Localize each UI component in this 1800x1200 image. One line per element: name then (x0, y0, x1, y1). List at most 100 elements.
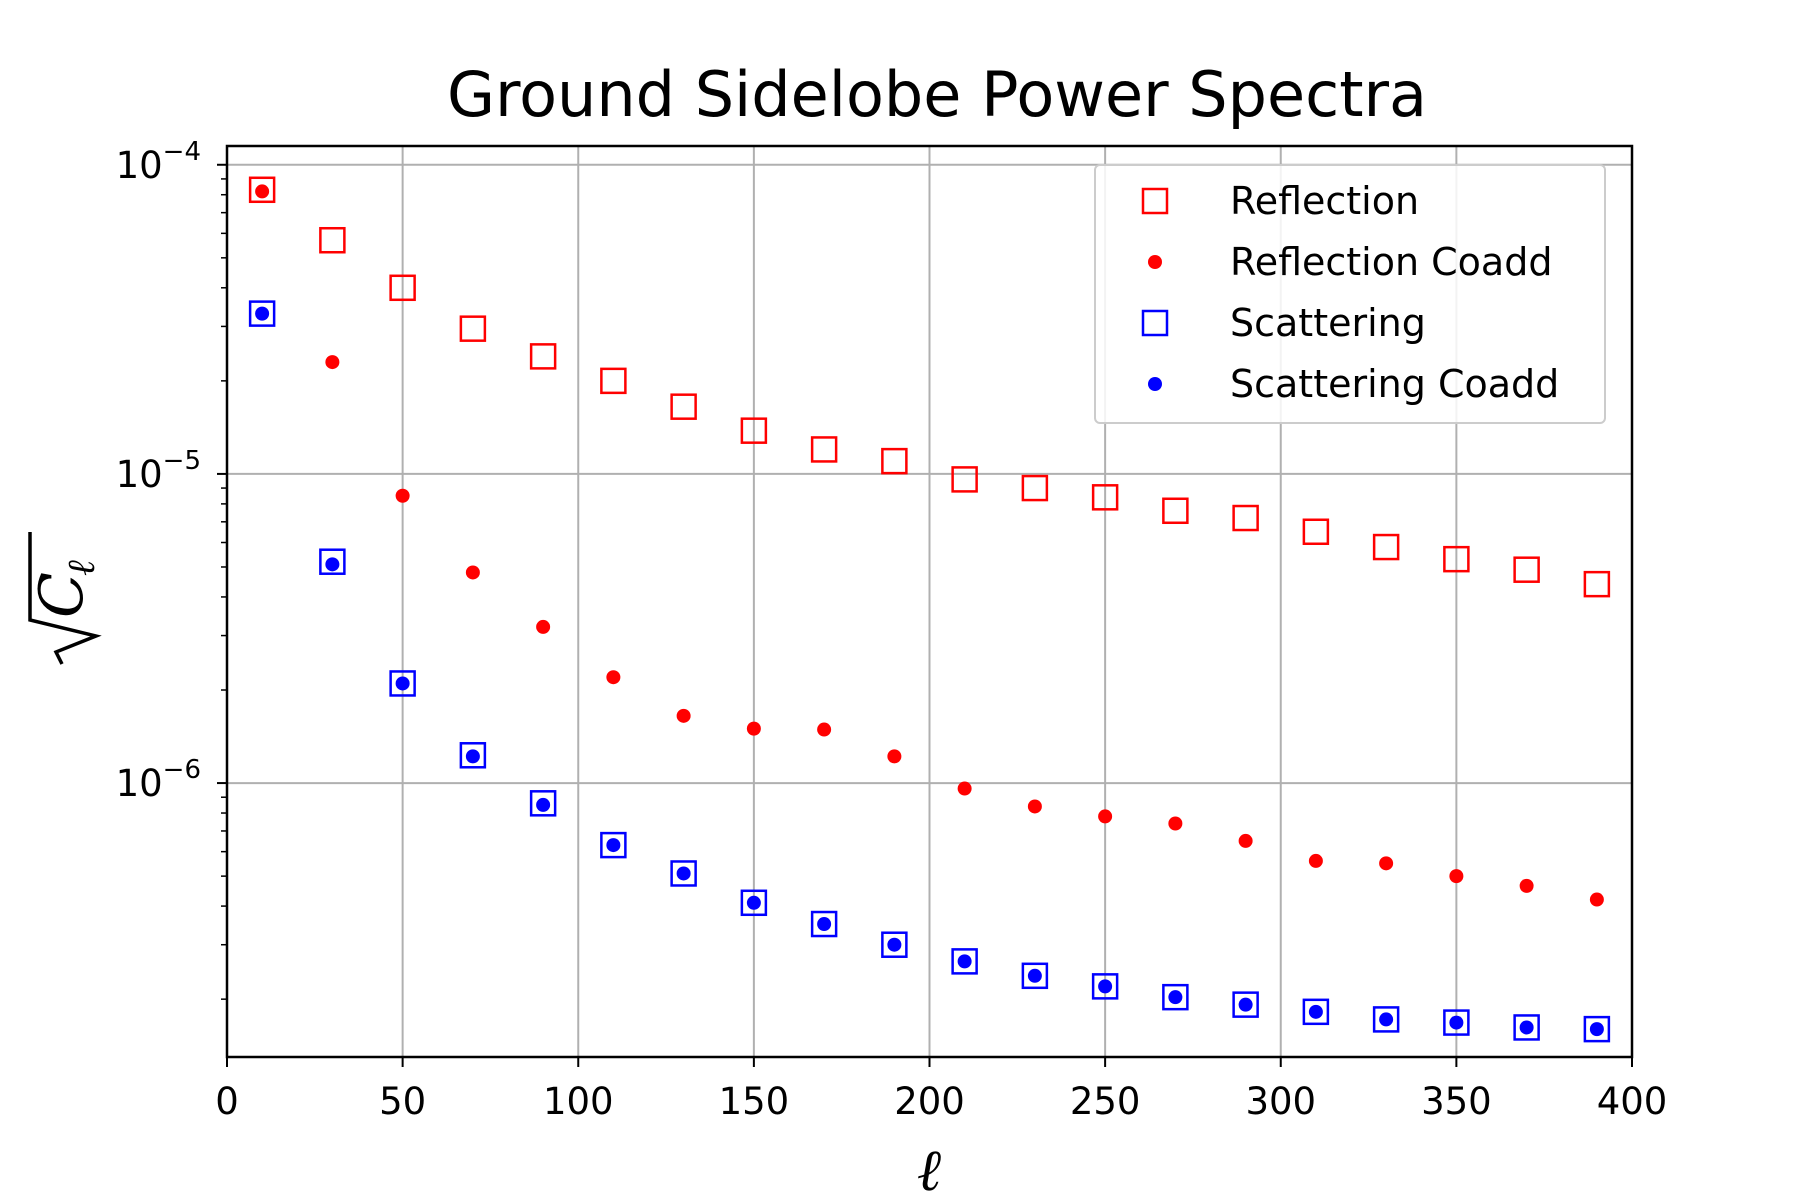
scattering-point (389, 670, 416, 697)
x-tick-label: 200 (894, 1080, 965, 1123)
legend-marker-scattering (1141, 309, 1169, 337)
reflection-point (389, 274, 416, 302)
reflection-coadd-point (255, 184, 270, 199)
x-tick-label: 350 (1421, 1080, 1492, 1123)
reflection-point (1443, 545, 1470, 573)
x-tick-label: 100 (543, 1080, 614, 1123)
legend-marker-reflection-coadd (1148, 255, 1162, 269)
reflection-coadd-point (1308, 853, 1323, 868)
reflection-coadd-point (1449, 869, 1464, 884)
reflection-coadd-point (817, 722, 832, 737)
scattering-coadd-point (1168, 990, 1183, 1005)
scattering-point (1513, 1014, 1540, 1041)
legend-box (1094, 164, 1606, 424)
reflection-point (740, 417, 768, 444)
x-axis: 0 50 100 150 200 250 300 350 400 (215, 1057, 1667, 1123)
y-tick-label-exponent: −6 (163, 755, 201, 785)
reflection-point (951, 466, 978, 493)
reflection-point (1302, 518, 1330, 546)
scattering-point (670, 860, 697, 887)
reflection-point (459, 315, 487, 342)
scattering-coadd-point (465, 749, 480, 764)
reflection-point (1162, 497, 1189, 525)
scattering-point (881, 931, 908, 958)
scattering-point (1232, 991, 1259, 1018)
reflection-point (1021, 474, 1049, 502)
series-scattering (248, 300, 1611, 1043)
scattering-point (1302, 998, 1330, 1026)
series-reflection-coadd (255, 184, 1604, 907)
scattering-coadd-point (817, 917, 832, 932)
scattering-point (459, 742, 487, 769)
reflection-point (670, 393, 697, 420)
series-reflection (248, 176, 1611, 598)
reflection-coadd-point (465, 565, 480, 580)
scattering-point (1162, 983, 1189, 1011)
scattering-coadd-point (1449, 1015, 1464, 1030)
scattering-coadd-point (255, 306, 270, 321)
y-axis-label: C ℓ (27, 532, 103, 665)
series-scattering-coadd (255, 306, 1604, 1037)
legend-marker-scattering-coadd (1148, 377, 1162, 391)
reflection-coadd-point (1098, 809, 1113, 824)
reflection-coadd-point (1589, 892, 1604, 907)
reflection-coadd-point (395, 488, 410, 503)
y-tick-label: 10−5 (116, 446, 201, 496)
y-tick-label-base: 10 (116, 762, 163, 805)
scattering-point (1583, 1015, 1611, 1043)
legend-marker-reflection (1141, 187, 1169, 215)
reflection-point (1372, 533, 1400, 561)
reflection-coadd-point (746, 721, 761, 736)
reflection-point (1513, 556, 1540, 583)
scattering-coadd-point (325, 557, 340, 572)
legend: Reflection Reflection Coadd Scattering Scat… (1094, 164, 1606, 424)
reflection-point (248, 176, 276, 204)
y-axis-label-subscript: ℓ (59, 560, 103, 576)
sqrt-sign (28, 532, 102, 665)
scattering-point (1372, 1006, 1400, 1033)
reflection-coadd-point (676, 708, 691, 723)
scattering-coadd-point (746, 895, 761, 910)
scattering-point (529, 790, 557, 817)
reflection-point (881, 447, 908, 475)
series-layer (248, 176, 1611, 1043)
scattering-coadd-point (1238, 997, 1253, 1012)
reflection-point (600, 367, 627, 395)
y-tick-label: 10−6 (116, 755, 201, 805)
scattering-point (248, 300, 276, 327)
y-tick-label-exponent: −4 (163, 137, 201, 167)
y-tick-label: 10−4 (116, 137, 201, 187)
scattering-coadd-point (957, 954, 972, 969)
reflection-point (810, 436, 838, 463)
x-tick-label: 300 (1245, 1080, 1316, 1123)
x-tick-label: 150 (719, 1080, 790, 1123)
reflection-coadd-point (887, 749, 902, 764)
scattering-coadd-point (887, 937, 902, 952)
scattering-point (1443, 1009, 1470, 1036)
scattering-point (1021, 962, 1049, 990)
y-axis-label-symbol: C (27, 572, 97, 618)
reflection-coadd-point (1238, 833, 1253, 848)
reflection-coadd-point (1168, 816, 1183, 831)
legend-label-reflection-coadd: Reflection Coadd (1230, 240, 1552, 284)
scattering-point (600, 831, 627, 859)
x-tick-label: 400 (1597, 1080, 1668, 1123)
reflection-coadd-point (957, 781, 972, 796)
scattering-coadd-point (536, 797, 551, 812)
legend-label-scattering-coadd: Scattering Coadd (1230, 362, 1559, 406)
reflection-coadd-point (1027, 799, 1042, 814)
x-tick-label: 0 (215, 1080, 239, 1123)
scattering-coadd-point (676, 866, 691, 881)
scattering-coadd-point (1098, 979, 1113, 994)
reflection-point (319, 226, 346, 254)
scattering-point (810, 910, 838, 938)
scattering-coadd-point (1308, 1004, 1323, 1019)
reflection-coadd-point (536, 619, 551, 634)
scattering-coadd-point (1379, 1012, 1394, 1027)
y-tick-label-base: 10 (116, 144, 163, 187)
scattering-coadd-point (1027, 968, 1042, 983)
reflection-coadd-point (1519, 878, 1534, 893)
reflection-coadd-point (325, 355, 340, 370)
reflection-coadd-point (1379, 856, 1394, 871)
scattering-point (1091, 973, 1119, 1000)
